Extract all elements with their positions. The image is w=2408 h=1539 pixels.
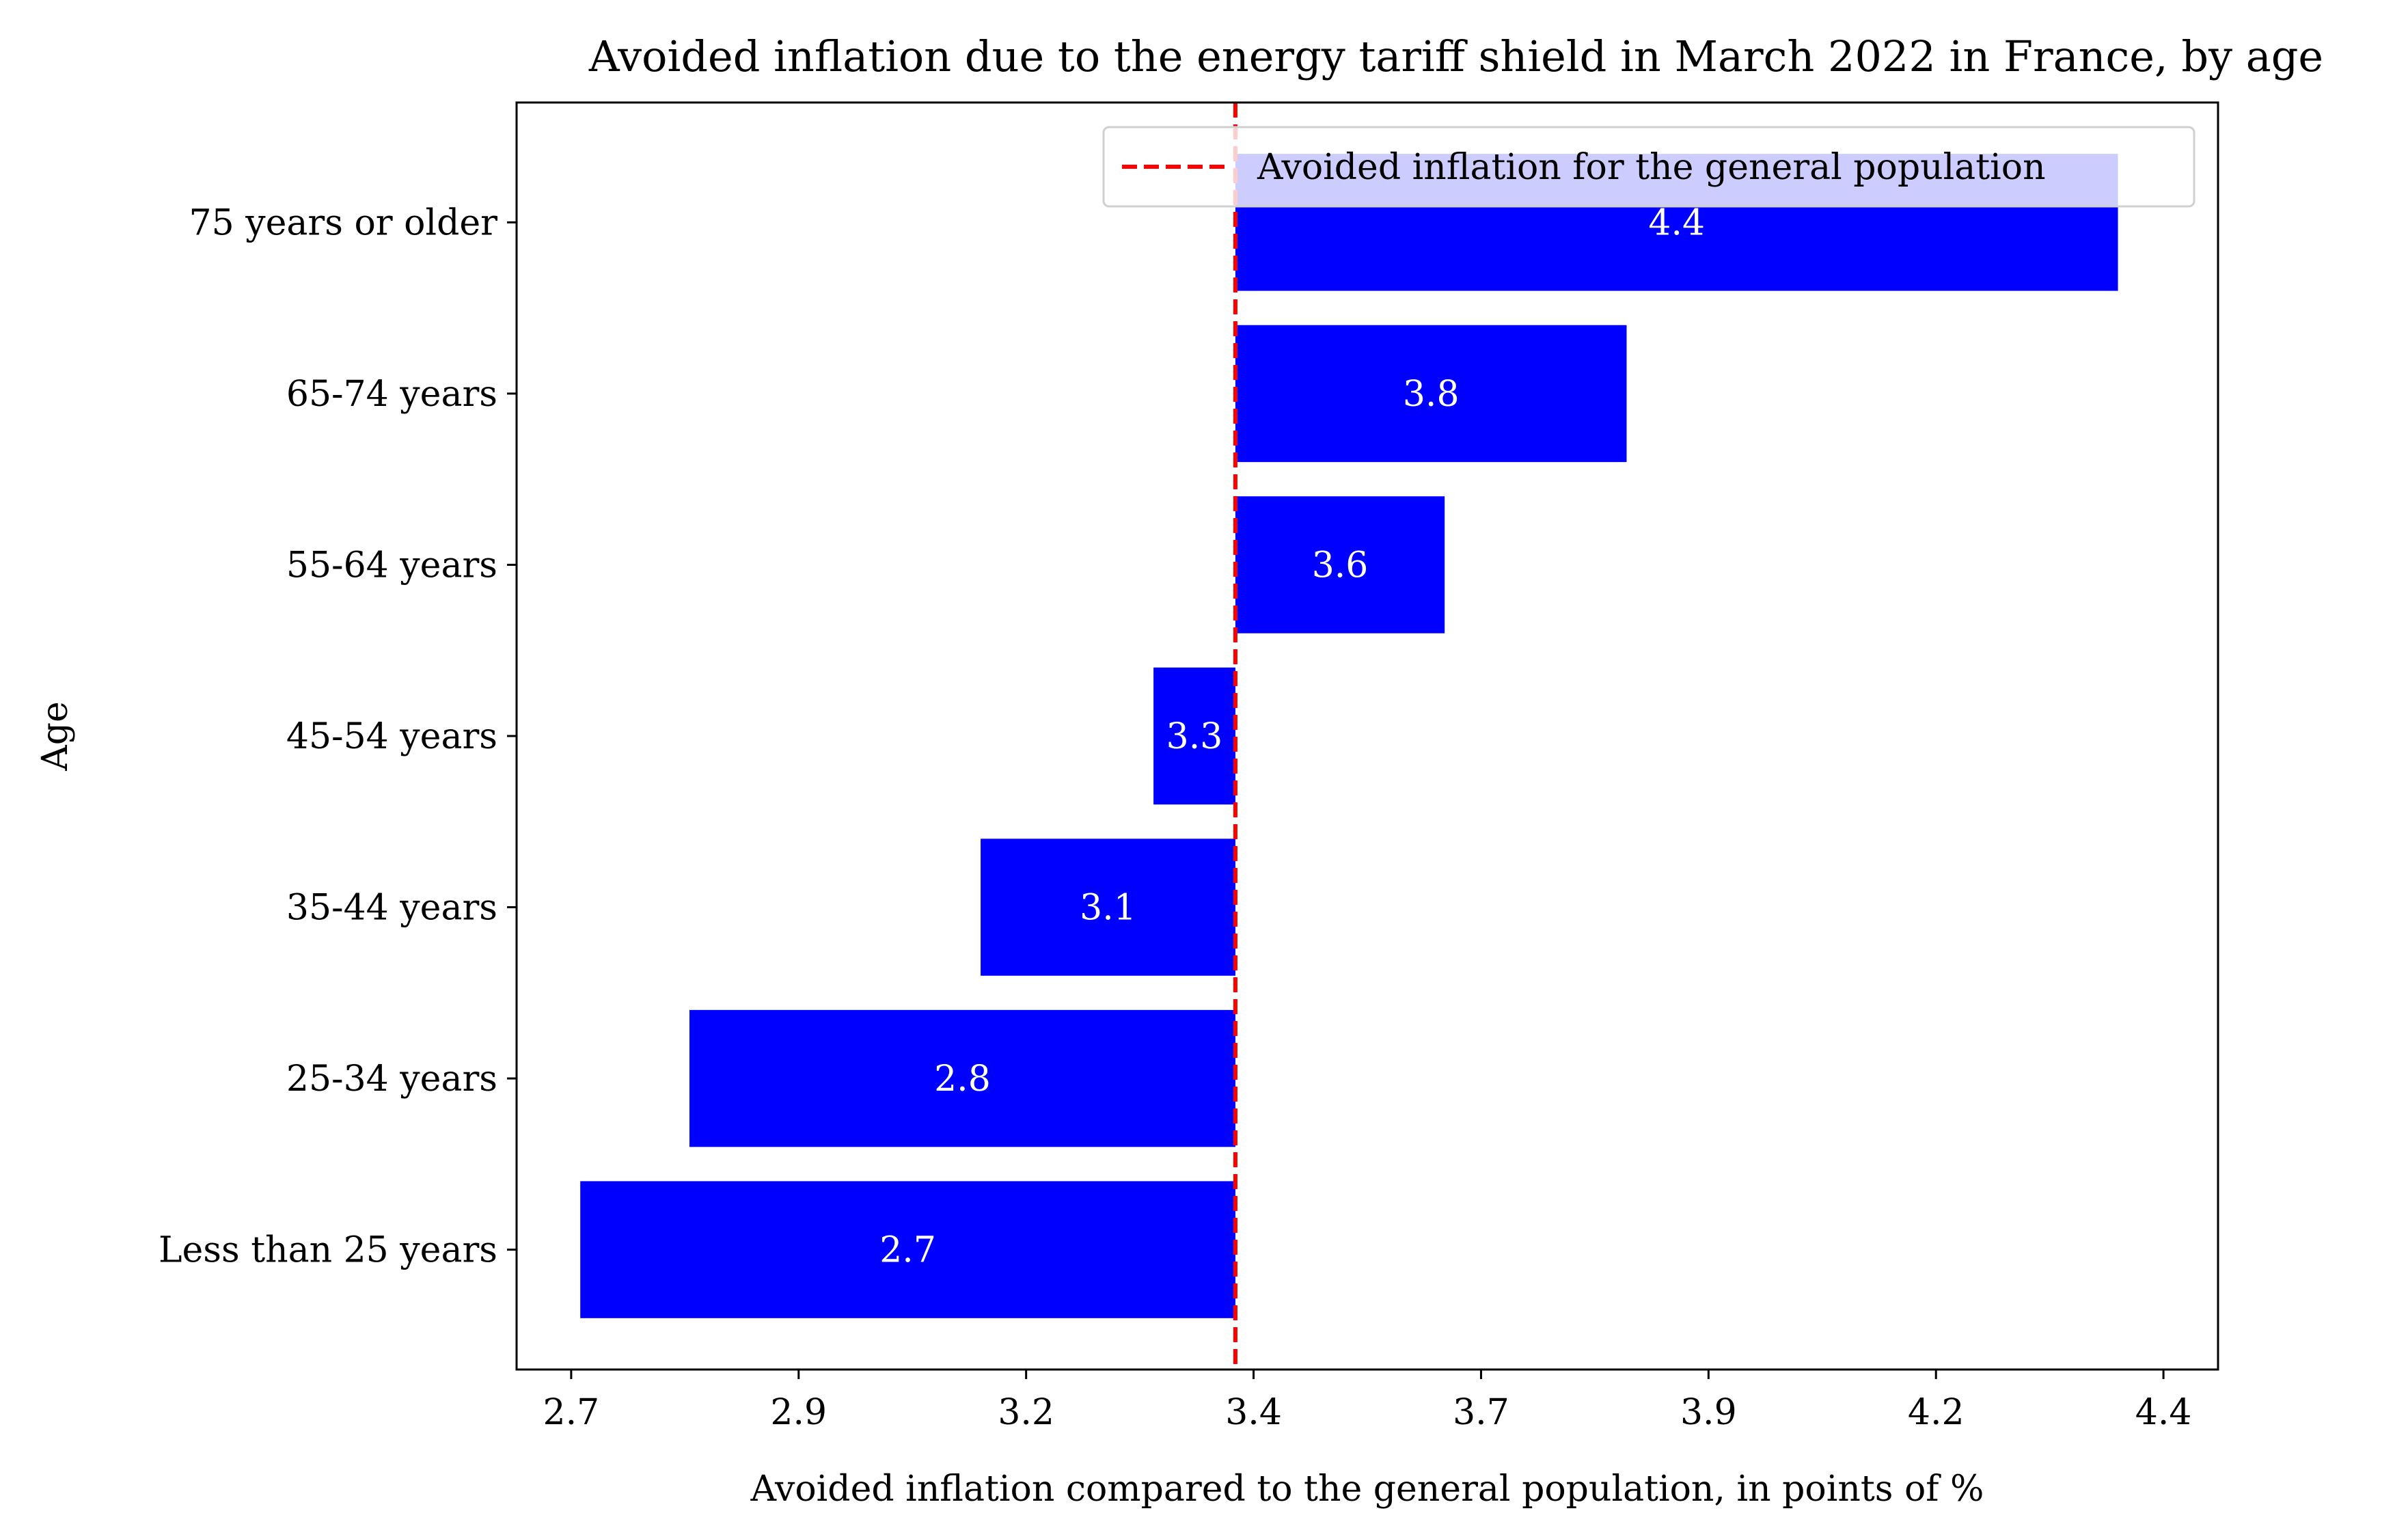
y-axis-label: Age bbox=[35, 701, 76, 772]
y-tick-label: 75 years or older bbox=[189, 202, 498, 243]
bar bbox=[689, 1009, 1235, 1147]
x-tick-label: 2.9 bbox=[770, 1392, 827, 1433]
x-tick-label: 3.4 bbox=[1225, 1392, 1282, 1433]
y-tick-label: 45-54 years bbox=[286, 716, 497, 757]
y-tick-label: Less than 25 years bbox=[159, 1230, 497, 1271]
y-tick-label: 25-34 years bbox=[286, 1059, 497, 1100]
bar bbox=[1153, 667, 1235, 805]
bar bbox=[981, 839, 1235, 976]
chart-title: Avoided inflation due to the energy tari… bbox=[588, 31, 2323, 81]
x-tick-label: 4.2 bbox=[1908, 1392, 1965, 1433]
x-tick-label: 3.7 bbox=[1453, 1392, 1509, 1433]
bar bbox=[1235, 325, 1627, 463]
legend: Avoided inflation for the general popula… bbox=[1102, 126, 2195, 208]
bar bbox=[580, 1181, 1235, 1318]
bar-value-label: 2.8 bbox=[934, 1059, 991, 1100]
plot-frame bbox=[515, 101, 2219, 1371]
y-tick-label: 55-64 years bbox=[286, 545, 497, 586]
x-axis-label: Avoided inflation compared to the genera… bbox=[750, 1469, 1984, 1510]
x-tick-label: 4.4 bbox=[2135, 1392, 2192, 1433]
bar-value-label: 4.4 bbox=[1648, 202, 1705, 243]
legend-label: Avoided inflation for the general popula… bbox=[1257, 147, 2046, 188]
bar-value-label: 2.7 bbox=[879, 1230, 936, 1271]
x-tick-label: 3.9 bbox=[1680, 1392, 1737, 1433]
y-tick-label: 35-44 years bbox=[286, 888, 497, 929]
y-axis-ticks: Less than 25 years 25-34 years 35-44 years… bbox=[159, 202, 517, 1271]
x-axis-ticks: 2.7 2.9 3.2 3.4 3.7 3.9 4.2 4.4 bbox=[543, 1370, 2192, 1433]
y-tick-label: 65-74 years bbox=[286, 374, 497, 415]
bar-value-label: 3.1 bbox=[1080, 888, 1136, 929]
legend-box bbox=[1102, 126, 2195, 208]
bar-value-label: 3.6 bbox=[1312, 545, 1369, 586]
x-tick-label: 2.7 bbox=[543, 1392, 600, 1433]
x-tick-label: 3.2 bbox=[998, 1392, 1054, 1433]
bar-value-label: 3.8 bbox=[1403, 374, 1460, 415]
bar bbox=[1235, 496, 1445, 634]
bar-value-label: 3.3 bbox=[1166, 716, 1223, 757]
bar-labels-layer: 2.7 2.8 3.1 3.3 3.6 3.8 4.4 bbox=[879, 202, 1705, 1270]
